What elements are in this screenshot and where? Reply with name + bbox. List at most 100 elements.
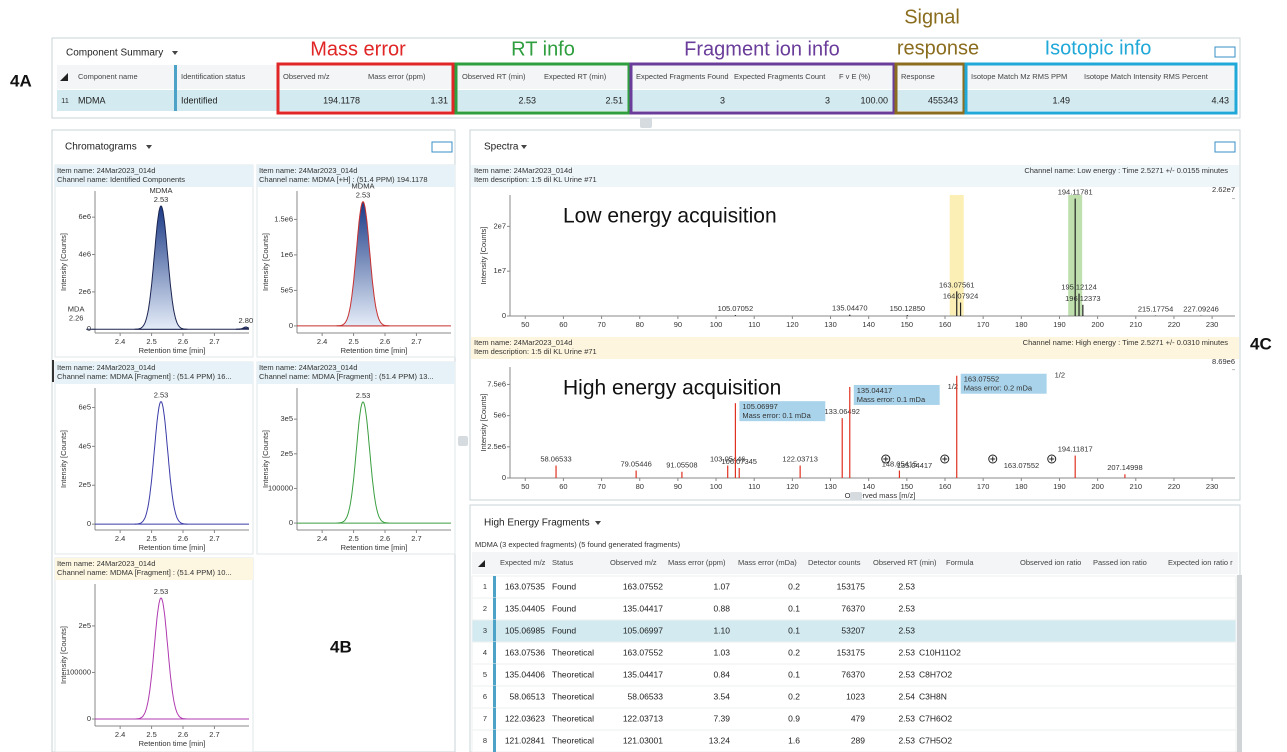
scrollbar[interactable] (1237, 575, 1242, 752)
chart-header (55, 165, 253, 187)
view-toggle[interactable] (1214, 141, 1236, 153)
splitter-grip[interactable] (458, 436, 468, 446)
x-tick-label: 100 (710, 482, 723, 491)
table-cell: C10H11O2 (919, 647, 961, 657)
x-tick-label: 2.4 (317, 337, 327, 346)
dropdown-icon[interactable] (146, 145, 152, 149)
column-header: Component name (78, 72, 138, 81)
table-cell: Theoretical (552, 691, 594, 701)
peak-label: 133.06492 (824, 407, 859, 416)
x-tick-label: 90 (674, 482, 682, 491)
icon (940, 454, 950, 464)
table-cell: Found (552, 603, 576, 613)
table-cell: Theoretical (552, 669, 594, 679)
peak-label: 135.04470 (832, 304, 867, 313)
y-tick-label: 4e5 (78, 441, 91, 450)
item-description: Item description: 1:5 dil KL Urine #71 (474, 347, 597, 356)
channel-name: Channel name: Low energy : Time 2.5271 +… (1024, 166, 1228, 175)
icon (990, 456, 996, 462)
panel-title[interactable]: Chromatograms (65, 142, 137, 153)
dropdown-icon[interactable] (595, 521, 601, 525)
x-tick-label: 110 (748, 320, 760, 329)
splitter-grip[interactable] (640, 118, 652, 128)
annotation-box (960, 373, 1047, 394)
table-cell: 0.1 (788, 625, 800, 635)
table-cell: Found (552, 625, 576, 635)
peak-label: 2.26 (69, 314, 84, 323)
y-axis-label: Intensity [Counts] (59, 626, 68, 684)
row-bar (493, 664, 496, 686)
x-tick-label: 2.4 (115, 337, 125, 346)
column-header: Observed m/z (283, 72, 330, 81)
group-label: Signal (904, 6, 960, 28)
peak (336, 401, 390, 524)
mass-error-box (276, 62, 455, 115)
chart-header (55, 362, 253, 384)
dropdown-icon[interactable] (172, 51, 178, 55)
column-header: Isotope Match Intensity RMS Percent (1084, 72, 1209, 81)
x-tick-label: 2.7 (411, 534, 421, 543)
y-tick-label: 100000 (268, 483, 293, 492)
panel-title[interactable]: Spectra (484, 142, 519, 153)
table-cell: 2.53 (898, 603, 915, 613)
y-tick-label: 3e5 (280, 414, 293, 423)
annotation: Mass error: 0.2 mDa (964, 384, 1033, 393)
x-tick-label: 150 (901, 320, 914, 329)
panel-title[interactable]: High Energy Fragments (484, 518, 590, 529)
y-tick-label: 2e5 (78, 480, 91, 489)
table-cell: 105.06985 (505, 625, 545, 635)
table-cell: 2.54 (898, 691, 915, 701)
column-header: Formula (946, 558, 974, 567)
table-cell: 163.07552 (623, 647, 663, 657)
isotopic-info-box (964, 62, 1238, 115)
view-toggle[interactable] (1214, 46, 1236, 58)
table-cell: 0.1 (788, 603, 800, 613)
column-header: Mass error (ppm) (668, 558, 726, 567)
peak-label: 194.11817 (1058, 445, 1093, 454)
table-cell: C3H8N (919, 691, 947, 701)
table-cell: 2.53 (898, 625, 915, 635)
panel-title[interactable]: Component Summary (66, 48, 163, 59)
item-name: Item name: 24Mar2023_014d (57, 363, 155, 372)
group-label: RT info (511, 38, 575, 60)
acquisition-label: High energy acquisition (563, 377, 781, 400)
y-tick-label: 2e5 (280, 449, 293, 458)
table-cell: 1.03 (713, 647, 730, 657)
x-tick-label: 2.6 (178, 534, 188, 543)
x-tick-label: 220 (1168, 482, 1181, 491)
table-cell: 163.07535 (505, 581, 545, 591)
icon (988, 454, 998, 464)
column-header: Response (901, 72, 935, 81)
y-axis-label: Intensity [Counts] (59, 430, 68, 488)
dropdown-icon[interactable] (521, 145, 527, 149)
table-cell: Theoretical (552, 735, 594, 745)
peak-label: 2.80 (239, 316, 254, 325)
view-toggle[interactable] (431, 141, 453, 153)
table-cell: 13.24 (709, 735, 731, 745)
table-cell: 163.07536 (505, 647, 545, 657)
y-tick-label: 0 (87, 324, 91, 333)
x-tick-label: 2.5 (348, 337, 358, 346)
column-header: Expected Fragments Found (636, 72, 729, 81)
peak-label: 58.06533 (540, 455, 571, 464)
x-axis-label: Retention time [min] (139, 346, 206, 355)
item-description: Item description: 1:5 dil KL Urine #71 (474, 175, 597, 184)
x-tick-label: 2.6 (380, 337, 390, 346)
x-tick-label: 160 (939, 320, 952, 329)
y-tick-label: 2e7 (493, 221, 506, 230)
x-axis-label: Observed mass [m/z] (845, 491, 916, 500)
selected-row[interactable] (57, 90, 1237, 111)
table-cell: 7.39 (713, 713, 730, 723)
row-index: 11 (61, 96, 69, 105)
peak-label: 122.03713 (782, 455, 817, 464)
peak (134, 597, 188, 720)
y-tick-label: 0 (289, 518, 293, 527)
table-cell: 1.31 (430, 95, 448, 105)
table-header (57, 65, 1237, 89)
peak-label: 105.06997 (742, 402, 777, 411)
x-axis-label: Retention time [min] (139, 739, 206, 748)
x-tick-label: 2.6 (178, 730, 188, 739)
table-cell: 58.06533 (628, 691, 664, 701)
table-cell: 3 (825, 95, 830, 105)
item-name: Item name: 24Mar2023_014d (474, 166, 572, 175)
